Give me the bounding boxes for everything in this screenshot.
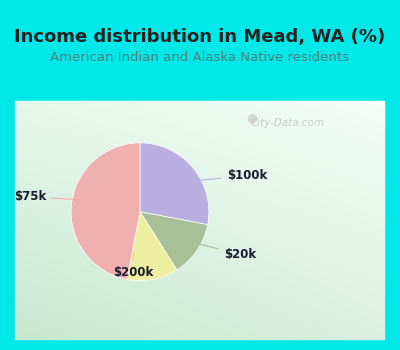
Wedge shape [140,143,209,225]
Text: $200k: $200k [113,252,153,279]
Text: Income distribution in Mead, WA (%): Income distribution in Mead, WA (%) [14,28,386,46]
Text: $75k: $75k [14,190,99,203]
Wedge shape [127,212,177,281]
Wedge shape [140,212,208,270]
Text: American Indian and Alaska Native residents: American Indian and Alaska Native reside… [50,51,350,64]
Text: $100k: $100k [174,169,267,183]
Text: $20k: $20k [178,239,256,261]
Text: City-Data.com: City-Data.com [251,118,325,127]
Wedge shape [71,143,140,279]
Text: ●: ● [246,111,257,124]
